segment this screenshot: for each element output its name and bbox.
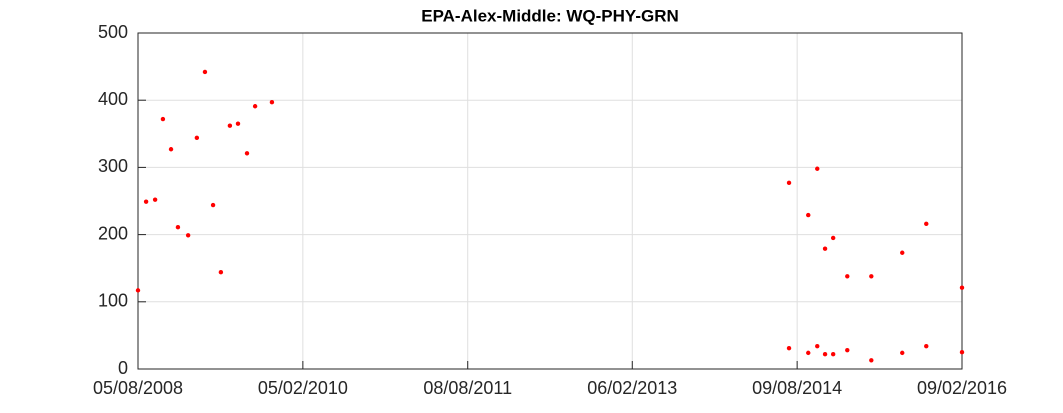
data-point (786, 180, 792, 186)
data-point (252, 104, 258, 109)
data-point (924, 343, 929, 349)
data-point (845, 274, 850, 279)
x-tick-label: 09/08/2014 (752, 378, 842, 398)
data-point (806, 212, 811, 218)
data-point (175, 225, 181, 230)
data-point (822, 246, 828, 251)
data-point (194, 135, 200, 141)
data-point (959, 350, 965, 355)
data-point (160, 116, 166, 122)
data-point (845, 347, 850, 353)
data-point (210, 202, 216, 208)
plot-frame (137, 32, 963, 370)
y-tick-label: 200 (98, 223, 128, 243)
data-point (185, 233, 191, 238)
data-point (815, 166, 820, 171)
data-point (235, 121, 241, 126)
x-tick-label: 08/08/2011 (423, 378, 512, 398)
y-tick-label: 0 (118, 358, 128, 378)
y-tick-label: 300 (98, 156, 128, 176)
data-point (135, 288, 141, 293)
y-tick-label: 100 (98, 291, 128, 311)
x-tick-label: 09/02/2016 (917, 378, 1007, 398)
data-point (202, 69, 208, 75)
data-point (830, 235, 836, 241)
plot-area (138, 33, 962, 369)
data-point (806, 350, 811, 356)
x-tick-label: 05/02/2010 (258, 378, 348, 398)
data-point (822, 352, 828, 357)
data-point (218, 270, 224, 275)
data-point (269, 100, 275, 105)
data-point (244, 151, 250, 156)
y-tick-label: 500 (98, 22, 128, 42)
x-tick-label: 05/08/2008 (93, 378, 183, 398)
data-point (924, 221, 929, 227)
data-point (900, 250, 905, 255)
y-tick-label: 400 (98, 89, 128, 109)
data-point (869, 274, 874, 279)
data-point (815, 343, 820, 349)
data-point (168, 147, 174, 152)
data-point (143, 199, 149, 204)
data-point (900, 350, 905, 356)
chart-title: EPA-Alex-Middle: WQ-PHY-GRN (421, 6, 679, 25)
data-point (786, 345, 792, 351)
data-point (152, 197, 158, 202)
x-tick-label: 06/02/2013 (587, 378, 677, 398)
data-point (869, 358, 874, 363)
data-point (959, 285, 965, 290)
data-point (227, 123, 233, 128)
data-point (830, 352, 836, 357)
